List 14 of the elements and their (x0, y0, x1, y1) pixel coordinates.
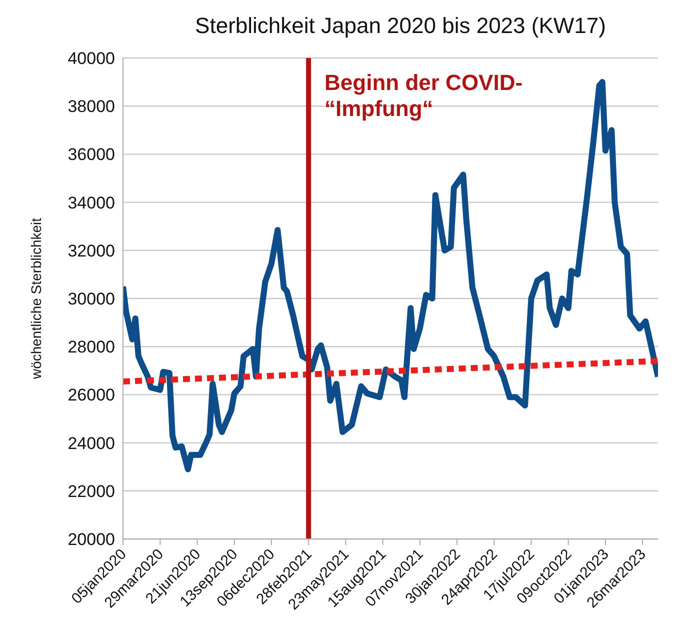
y-tick-label: 28000 (68, 338, 115, 357)
chart-title: Sterblichkeit Japan 2020 bis 2023 (KW17) (194, 12, 607, 40)
y-axis-title: wöchentliche Sterblichkeit (28, 218, 44, 380)
y-tick-label: 40000 (68, 49, 115, 68)
y-tick-label: 30000 (68, 290, 115, 309)
y-tick-label: 26000 (68, 386, 115, 405)
y-tick-label: 38000 (68, 97, 115, 116)
y-tick-label: 20000 (68, 530, 115, 550)
y-tick-label: 34000 (68, 193, 115, 212)
y-tick-label: 32000 (68, 241, 115, 260)
y-tick-label: 22000 (68, 482, 115, 501)
y-tick-label: 24000 (68, 434, 115, 453)
y-tick-label: 36000 (68, 145, 115, 164)
ref-line-label: Beginn der COVID- “Impfung“ (324, 70, 523, 121)
